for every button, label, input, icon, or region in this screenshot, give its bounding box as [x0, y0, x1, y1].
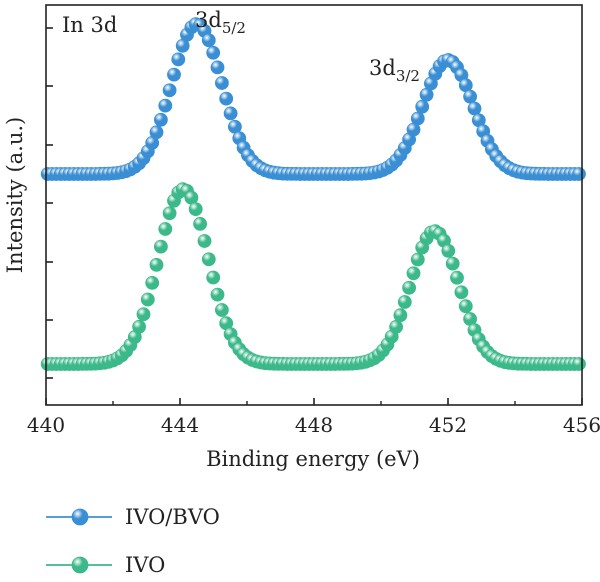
data-point [167, 67, 181, 82]
x-tick-label: 440 [27, 413, 65, 437]
x-tick-label: 456 [563, 413, 600, 437]
data-point [210, 287, 225, 302]
data-point [149, 125, 164, 140]
data-point [158, 222, 173, 236]
data-point [132, 319, 146, 334]
data-point [415, 99, 430, 114]
data-point [206, 270, 221, 285]
x-tick-label: 452 [429, 413, 467, 437]
data-point [206, 45, 221, 60]
plot-area [40, 17, 586, 371]
panel-label: In 3d [62, 13, 117, 37]
legend-marker [71, 508, 89, 526]
data-point [197, 234, 212, 248]
data-point [402, 280, 416, 295]
data-point [463, 89, 477, 104]
legend-label: IVO/BVO [125, 505, 220, 529]
data-point [467, 101, 482, 116]
x-axis-title: Binding energy (eV) [206, 447, 420, 471]
data-point [458, 299, 473, 314]
data-point [397, 295, 412, 309]
data-point [406, 266, 421, 281]
data-point [410, 252, 425, 267]
legend-item: IVO/BVO [46, 505, 220, 529]
data-point [171, 52, 186, 67]
data-point [145, 275, 160, 290]
data-point [393, 308, 408, 323]
data-point [153, 239, 168, 254]
data-point [572, 167, 586, 181]
axes: 440 444 448 452 456 [27, 4, 600, 437]
data-point [219, 91, 234, 106]
data-point [223, 106, 238, 121]
data-point [441, 243, 456, 258]
legend: IVO/BVO IVO [46, 505, 220, 577]
series-ivo-bvo [40, 17, 586, 181]
data-point [214, 76, 229, 90]
data-point [410, 111, 425, 126]
legend-marker [71, 556, 89, 574]
data-point [162, 83, 177, 98]
data-point [389, 319, 403, 334]
x-tick-label: 444 [161, 413, 199, 437]
data-point [193, 216, 207, 231]
data-point [445, 256, 460, 271]
data-point [210, 60, 225, 75]
data-point [201, 252, 216, 267]
data-point [214, 303, 229, 317]
data-point [149, 257, 164, 272]
series-ivo [40, 182, 586, 371]
data-point [162, 206, 177, 221]
data-point [158, 98, 173, 113]
data-point [188, 202, 203, 216]
data-point [153, 112, 168, 127]
data-point [572, 357, 586, 371]
data-point [450, 270, 464, 285]
peak-label: 3d3/2 [369, 56, 420, 85]
legend-item: IVO [46, 553, 165, 577]
y-axis-title: Intensity (a.u.) [3, 117, 27, 273]
data-point [140, 292, 155, 307]
x-tick-label: 448 [295, 413, 333, 437]
data-point [136, 307, 151, 322]
legend-label: IVO [125, 553, 165, 577]
data-point [201, 33, 216, 48]
data-point [454, 285, 469, 300]
